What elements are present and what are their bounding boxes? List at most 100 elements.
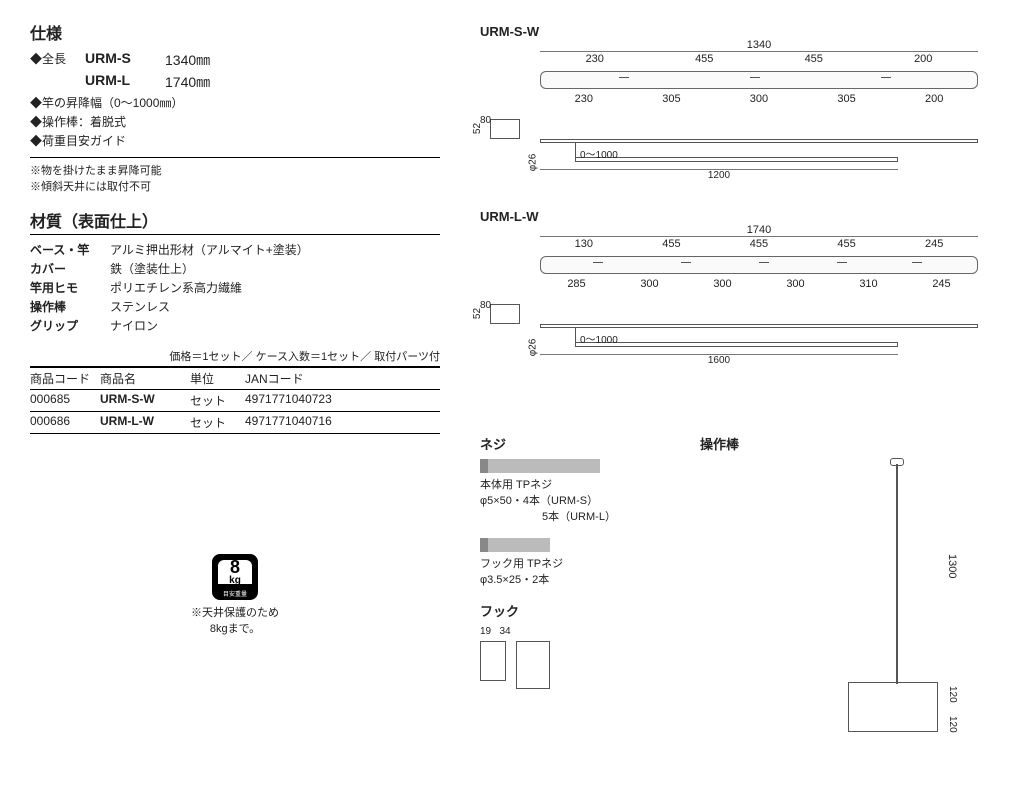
dimension-value: 230 — [540, 93, 628, 105]
dimension-value: 455 — [759, 53, 869, 65]
weight-caption: ※天井保護のため 8kgまで。 — [155, 604, 315, 636]
bar-len: 1200 — [540, 169, 898, 181]
screw-label: 本体用 TPネジ — [480, 476, 670, 492]
screw-item: フック用 TPネジ φ3.5×25・2本 — [480, 538, 670, 587]
dimension-value: 300 — [613, 278, 686, 290]
th-code: 商品コード — [30, 370, 100, 387]
screw-spec: φ3.5×25・2本 — [480, 571, 670, 587]
material-value: ステンレス — [110, 298, 440, 315]
cell-name: URM-L-W — [100, 414, 190, 431]
spec-length: 1340㎜ — [165, 50, 210, 70]
right-column: URM-S-W 1340 230455455200 23030530030520… — [460, 20, 988, 689]
material-value: 鉄（塗装仕上） — [110, 260, 440, 277]
left-column: 仕様 ◆全長 URM-S 1340㎜ URM-L 1740㎜ ◆竿の昇降幅（0～… — [30, 20, 460, 689]
materials-title: 材質（表面仕上） — [30, 208, 440, 235]
material-row: グリップナイロン — [30, 317, 440, 334]
length-label: ◆全長 — [30, 50, 85, 70]
dimension-value: 455 — [803, 238, 891, 250]
pole-title: 操作棒 — [700, 434, 988, 453]
pole-h2: 120 — [947, 716, 958, 733]
dimension-value: 455 — [715, 238, 803, 250]
spec-row: ◆全長 URM-S 1340㎜ — [30, 50, 440, 70]
weight-label: 目安重量 — [214, 589, 256, 598]
material-value: ポリエチレン系高力繊維 — [110, 279, 440, 296]
dimension-value: 455 — [650, 53, 760, 65]
cell-name: URM-S-W — [100, 392, 190, 409]
dimension-value: 305 — [803, 93, 891, 105]
material-label: グリップ — [30, 317, 110, 334]
cell-code: 000685 — [30, 392, 100, 409]
mount-icon — [490, 304, 520, 324]
dimension-value: 310 — [832, 278, 905, 290]
dimension-value: 300 — [715, 93, 803, 105]
pole-length: 1300 — [946, 554, 958, 578]
cell-jan: 4971771040716 — [245, 414, 385, 431]
spec-bullet: ◆竿の昇降幅（0～1000㎜） — [30, 94, 440, 111]
material-value: ナイロン — [110, 317, 440, 334]
diagram-l-title: URM-L-W — [480, 209, 988, 224]
screws-title: ネジ — [480, 434, 670, 453]
table-row: 000686URM-L-Wセット4971771040716 — [30, 412, 440, 434]
th-name: 商品名 — [100, 370, 190, 387]
dim-total: 1340 — [540, 39, 978, 52]
spec-notes: ※物を掛けたまま昇降可能 ※傾斜天井には取付不可 — [30, 157, 440, 194]
cell-jan: 4971771040723 — [245, 392, 385, 409]
dimension-value: 230 — [540, 53, 650, 65]
material-label: 竿用ヒモ — [30, 279, 110, 296]
screw-spec: φ5×50・4本（URM-S） — [480, 492, 670, 508]
material-row: ベース・竿アルミ押出形材（アルマイト+塗装） — [30, 241, 440, 258]
pole-icon — [896, 464, 898, 684]
cell-code: 000686 — [30, 414, 100, 431]
screw-icon — [480, 459, 600, 473]
spec-row: URM-L 1740㎜ — [30, 72, 440, 92]
dimension-value: 130 — [540, 238, 628, 250]
dimension-value: 455 — [628, 238, 716, 250]
weight-num: 8 — [230, 558, 240, 576]
cell-unit: セット — [190, 414, 245, 431]
rail-icon — [540, 256, 978, 274]
dimension-value: 285 — [540, 278, 613, 290]
screw-label: フック用 TPネジ — [480, 555, 670, 571]
price-note: 価格＝1セット／ ケース入数＝1セット／ 取付パーツ付 — [30, 348, 440, 364]
spec-model: URM-S — [85, 50, 165, 70]
rail-icon — [540, 71, 978, 89]
weight-unit: kg — [229, 576, 241, 586]
dimension-value: 300 — [759, 278, 832, 290]
material-value: アルミ押出形材（アルマイト+塗装） — [110, 241, 440, 258]
spec-note: ※傾斜天井には取付不可 — [30, 178, 440, 194]
spec-model: URM-L — [85, 72, 165, 92]
spec-bullet: ◆荷重目安ガイド — [30, 132, 440, 149]
hook-dim: 34 — [499, 626, 510, 637]
dimension-value: 245 — [890, 238, 978, 250]
mount-h: 52 — [472, 308, 483, 319]
dimension-value: 245 — [905, 278, 978, 290]
range: 0～1000 — [580, 331, 618, 346]
hook-title: フック — [480, 601, 670, 620]
diagram-s: 1340 230455455200 230305300305200 80 52 … — [480, 39, 988, 189]
mount-h: 52 — [472, 123, 483, 134]
diagram-s-title: URM-S-W — [480, 24, 988, 39]
material-row: 竿用ヒモポリエチレン系高力繊維 — [30, 279, 440, 296]
pole-h1: 120 — [947, 686, 958, 703]
spec-note: ※物を掛けたまま昇降可能 — [30, 162, 440, 178]
dimension-value: 200 — [890, 93, 978, 105]
hook-dim: 19 — [480, 626, 491, 637]
material-label: カバー — [30, 260, 110, 277]
diagram-l: 1740 130455455455245 285300300300310245 … — [480, 224, 988, 374]
material-label: 操作棒 — [30, 298, 110, 315]
mount-icon — [490, 119, 520, 139]
dimension-value: 200 — [869, 53, 979, 65]
material-label: ベース・竿 — [30, 241, 110, 258]
pole-base-icon — [848, 682, 938, 732]
table-header: 商品コード 商品名 単位 JANコード — [30, 368, 440, 390]
weight-info: 8 kg 目安重量 ※天井保護のため 8kgまで。 — [155, 554, 315, 636]
material-row: 操作棒ステンレス — [30, 298, 440, 315]
weight-badge-icon: 8 kg 目安重量 — [212, 554, 258, 600]
specs-title: 仕様 — [30, 20, 440, 44]
phi: φ26 — [527, 154, 538, 172]
th-unit: 単位 — [190, 370, 245, 387]
dim-total: 1740 — [540, 224, 978, 237]
screw-item: 本体用 TPネジ φ5×50・4本（URM-S） 5本（URM-L） — [480, 459, 670, 524]
bar-len: 1600 — [540, 354, 898, 366]
material-row: カバー鉄（塗装仕上） — [30, 260, 440, 277]
